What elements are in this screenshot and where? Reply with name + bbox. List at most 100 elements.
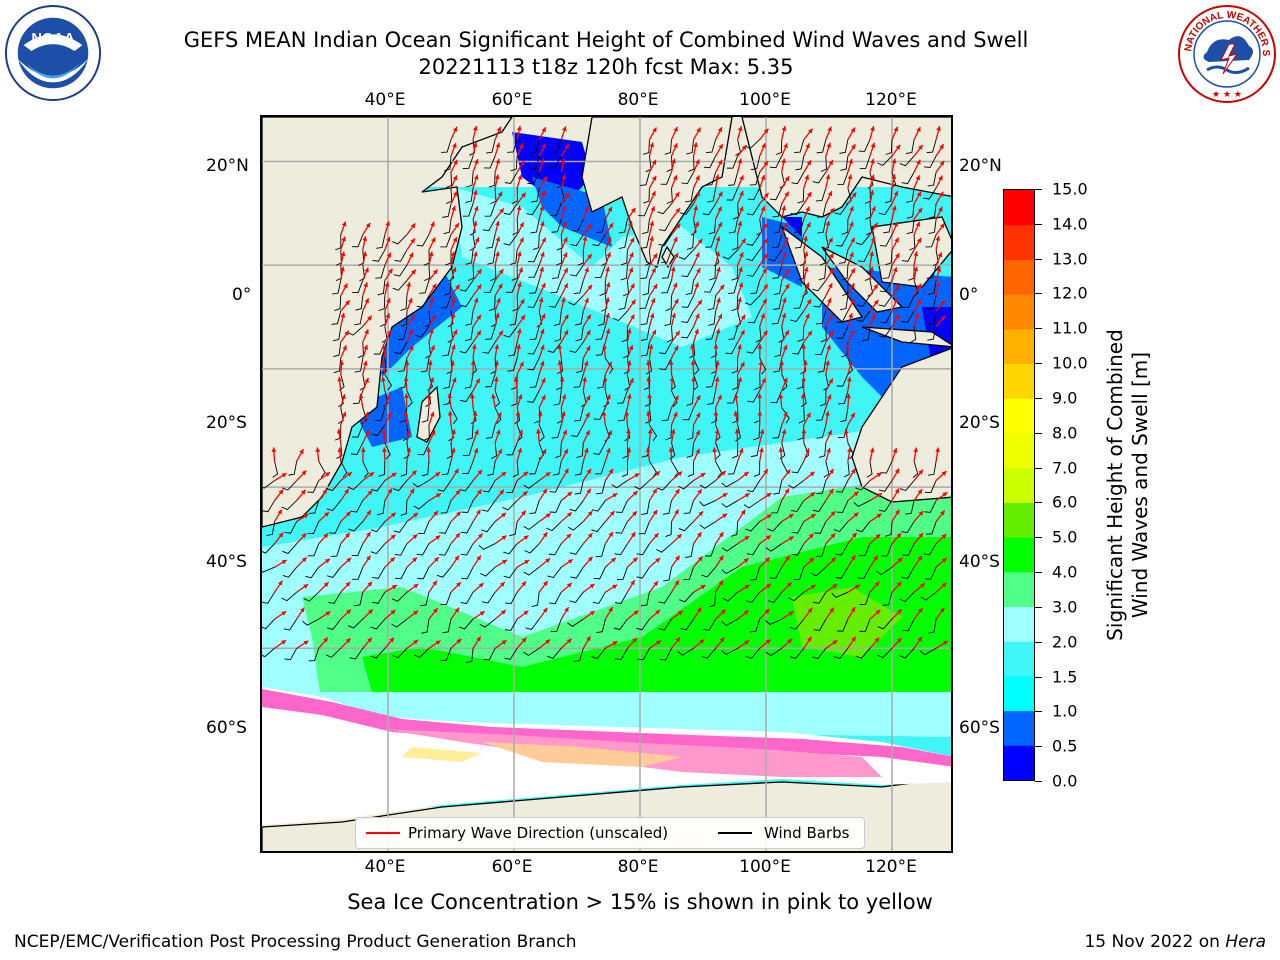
- wave-arrow-head: [875, 534, 881, 539]
- wave-arrow-head: [827, 430, 832, 436]
- wind-barb: [728, 219, 739, 234]
- wave-arrow-head: [763, 223, 768, 229]
- wave-arrow-head: [828, 488, 834, 494]
- wave-arrow-head: [674, 489, 680, 494]
- wave-arrow-head: [832, 640, 838, 645]
- wind-barb: [459, 295, 474, 308]
- wind-barb: [464, 326, 474, 342]
- wave-arrow-head: [804, 174, 810, 180]
- wave-arrow-head: [450, 312, 456, 318]
- wind-barb: [378, 295, 386, 312]
- wave-arrow-head: [605, 328, 611, 334]
- wind-barb: [494, 390, 501, 408]
- wind-barb: [731, 358, 739, 374]
- wind-barb: [928, 619, 937, 634]
- wind-barb: [793, 567, 805, 581]
- wind-barb: [326, 500, 342, 512]
- wave-arrow-head: [828, 314, 833, 320]
- wind-barb: [502, 500, 518, 511]
- wind-barb: [547, 341, 562, 354]
- wave-arrow-head: [743, 558, 749, 564]
- wind-barb: [332, 326, 342, 342]
- wind-barb: [491, 442, 498, 459]
- wind-barb: [636, 566, 650, 579]
- wave-arrow-head: [586, 488, 591, 494]
- wave-arrow-head: [473, 448, 479, 453]
- wave-arrow-head: [345, 581, 351, 587]
- wave-arrow-head: [916, 127, 921, 133]
- wind-barb: [333, 358, 342, 374]
- wave-arrow-head: [435, 640, 441, 645]
- wind-barb: [392, 280, 408, 291]
- wind-barb: [753, 424, 761, 441]
- wave-arrow-head: [847, 174, 853, 180]
- wave-arrow-head: [778, 393, 784, 399]
- wave-arrow-head: [737, 377, 743, 382]
- wind-barb: [424, 265, 431, 282]
- wave-arrow-head: [743, 610, 749, 616]
- wind-barb: [615, 500, 628, 513]
- wave-arrow-head: [411, 470, 417, 476]
- colorbar-bin: [1004, 467, 1034, 503]
- wind-barb: [442, 342, 452, 357]
- wave-arrow-head: [876, 472, 882, 478]
- wave-arrow-head: [455, 533, 461, 538]
- wave-arrow-head: [806, 160, 812, 166]
- wave-arrow-head: [564, 607, 569, 613]
- wave-arrow-head: [474, 159, 479, 165]
- lat-tick-right: 60°S: [959, 718, 1000, 738]
- wave-arrow-head: [404, 360, 410, 365]
- wave-arrow-head: [763, 284, 768, 290]
- wave-arrow-head: [694, 328, 699, 334]
- wind-barb: [815, 543, 827, 557]
- wave-arrow-head: [346, 609, 351, 615]
- wind-barb: [920, 591, 937, 601]
- colorbar-tick-label: 13.0: [1052, 249, 1088, 269]
- wind-barb: [591, 521, 606, 533]
- wind-barb: [465, 648, 474, 664]
- wave-arrow-head: [782, 345, 788, 350]
- wind-barb: [686, 390, 694, 406]
- wave-arrow-head: [494, 251, 500, 257]
- wave-arrow-head: [741, 145, 747, 151]
- wind-barb: [327, 618, 342, 630]
- wind-barb: [859, 592, 871, 606]
- wave-arrow-head: [846, 393, 851, 399]
- wave-arrow-head: [801, 428, 807, 434]
- svg-text:★ ★ ★: ★ ★ ★: [1212, 90, 1242, 100]
- wave-arrow-head: [693, 205, 698, 211]
- wind-barb: [747, 390, 761, 403]
- wind-barb: [371, 480, 386, 492]
- wave-arrow-head: [585, 345, 591, 351]
- wave-arrow-head: [608, 531, 613, 537]
- wind-barb: [855, 480, 871, 491]
- wave-arrow-head: [895, 253, 900, 259]
- wave-arrow-head: [450, 360, 455, 366]
- wave-arrow-head: [563, 237, 568, 243]
- wind-barb: [461, 566, 474, 580]
- wind-barb: [307, 543, 320, 557]
- wave-arrow-head: [563, 329, 569, 335]
- wave-arrow-head: [364, 377, 369, 383]
- wind-barb: [568, 295, 584, 306]
- wave-arrow-head: [695, 175, 700, 181]
- lat-tick-right: 0°: [959, 285, 979, 305]
- wave-arrow-head: [675, 223, 681, 229]
- wave-arrow-head: [281, 640, 287, 645]
- wind-barb: [348, 521, 364, 532]
- wind-barb: [686, 442, 694, 458]
- wind-barb: [512, 461, 519, 478]
- wind-barb: [592, 234, 606, 247]
- wind-barb: [835, 543, 849, 556]
- wave-arrow-head: [806, 191, 812, 197]
- wave-arrow-head: [917, 489, 923, 495]
- wave-arrow-head: [672, 282, 678, 288]
- wave-arrow-head: [826, 447, 831, 453]
- wave-arrow-head: [605, 297, 610, 303]
- wave-arrow-head: [562, 126, 567, 132]
- colorbar-tick-label: 0.0: [1052, 771, 1078, 791]
- wave-arrow-head: [630, 207, 636, 213]
- wave-arrow-head: [518, 143, 524, 149]
- wave-arrow-head: [404, 393, 409, 399]
- wind-barb: [554, 326, 562, 342]
